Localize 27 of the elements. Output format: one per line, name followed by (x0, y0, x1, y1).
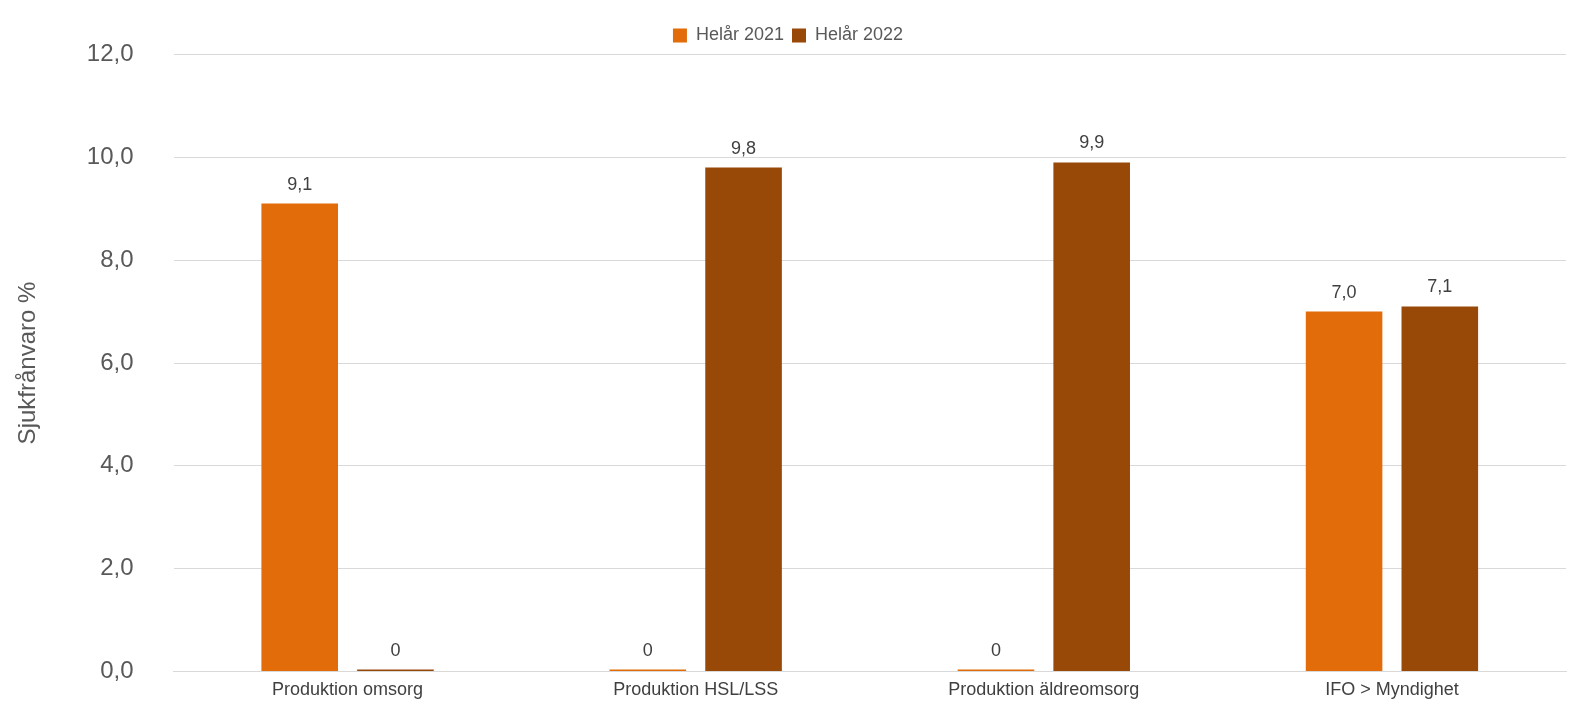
data-label: 0 (642, 639, 653, 660)
y-tick-label: 0,0 (100, 656, 134, 684)
bar (1305, 311, 1383, 672)
y-axis-title: Sjukfrånvaro % (13, 281, 41, 445)
y-tick-label: 10,0 (86, 141, 134, 169)
data-label: 0 (990, 639, 1001, 660)
bar (1401, 306, 1479, 672)
data-label: 0 (390, 639, 401, 660)
x-tick-label: Produktion äldreomsorg (948, 679, 1140, 700)
data-label: 9,1 (287, 173, 313, 194)
bar (261, 203, 338, 672)
y-tick-label: 4,0 (100, 450, 134, 478)
y-tick-label: 12,0 (86, 39, 134, 67)
legend-label: Helår 2021 (695, 24, 784, 45)
x-tick-label: IFO > Myndighet (1325, 679, 1459, 700)
y-tick-label: 2,0 (100, 553, 134, 581)
data-label: 7,0 (1331, 281, 1357, 302)
data-label: 7,1 (1427, 276, 1453, 297)
x-tick-label: Produktion omsorg (272, 679, 424, 700)
y-tick-label: 8,0 (100, 244, 134, 272)
y-tick-label: 6,0 (100, 347, 134, 375)
legend-label: Helår 2022 (815, 24, 904, 45)
data-label: 9,9 (1079, 132, 1105, 153)
data-label: 9,8 (731, 137, 757, 158)
bar (705, 167, 782, 672)
bar (1053, 162, 1130, 672)
x-tick-label: Produktion HSL/LSS (613, 679, 779, 700)
